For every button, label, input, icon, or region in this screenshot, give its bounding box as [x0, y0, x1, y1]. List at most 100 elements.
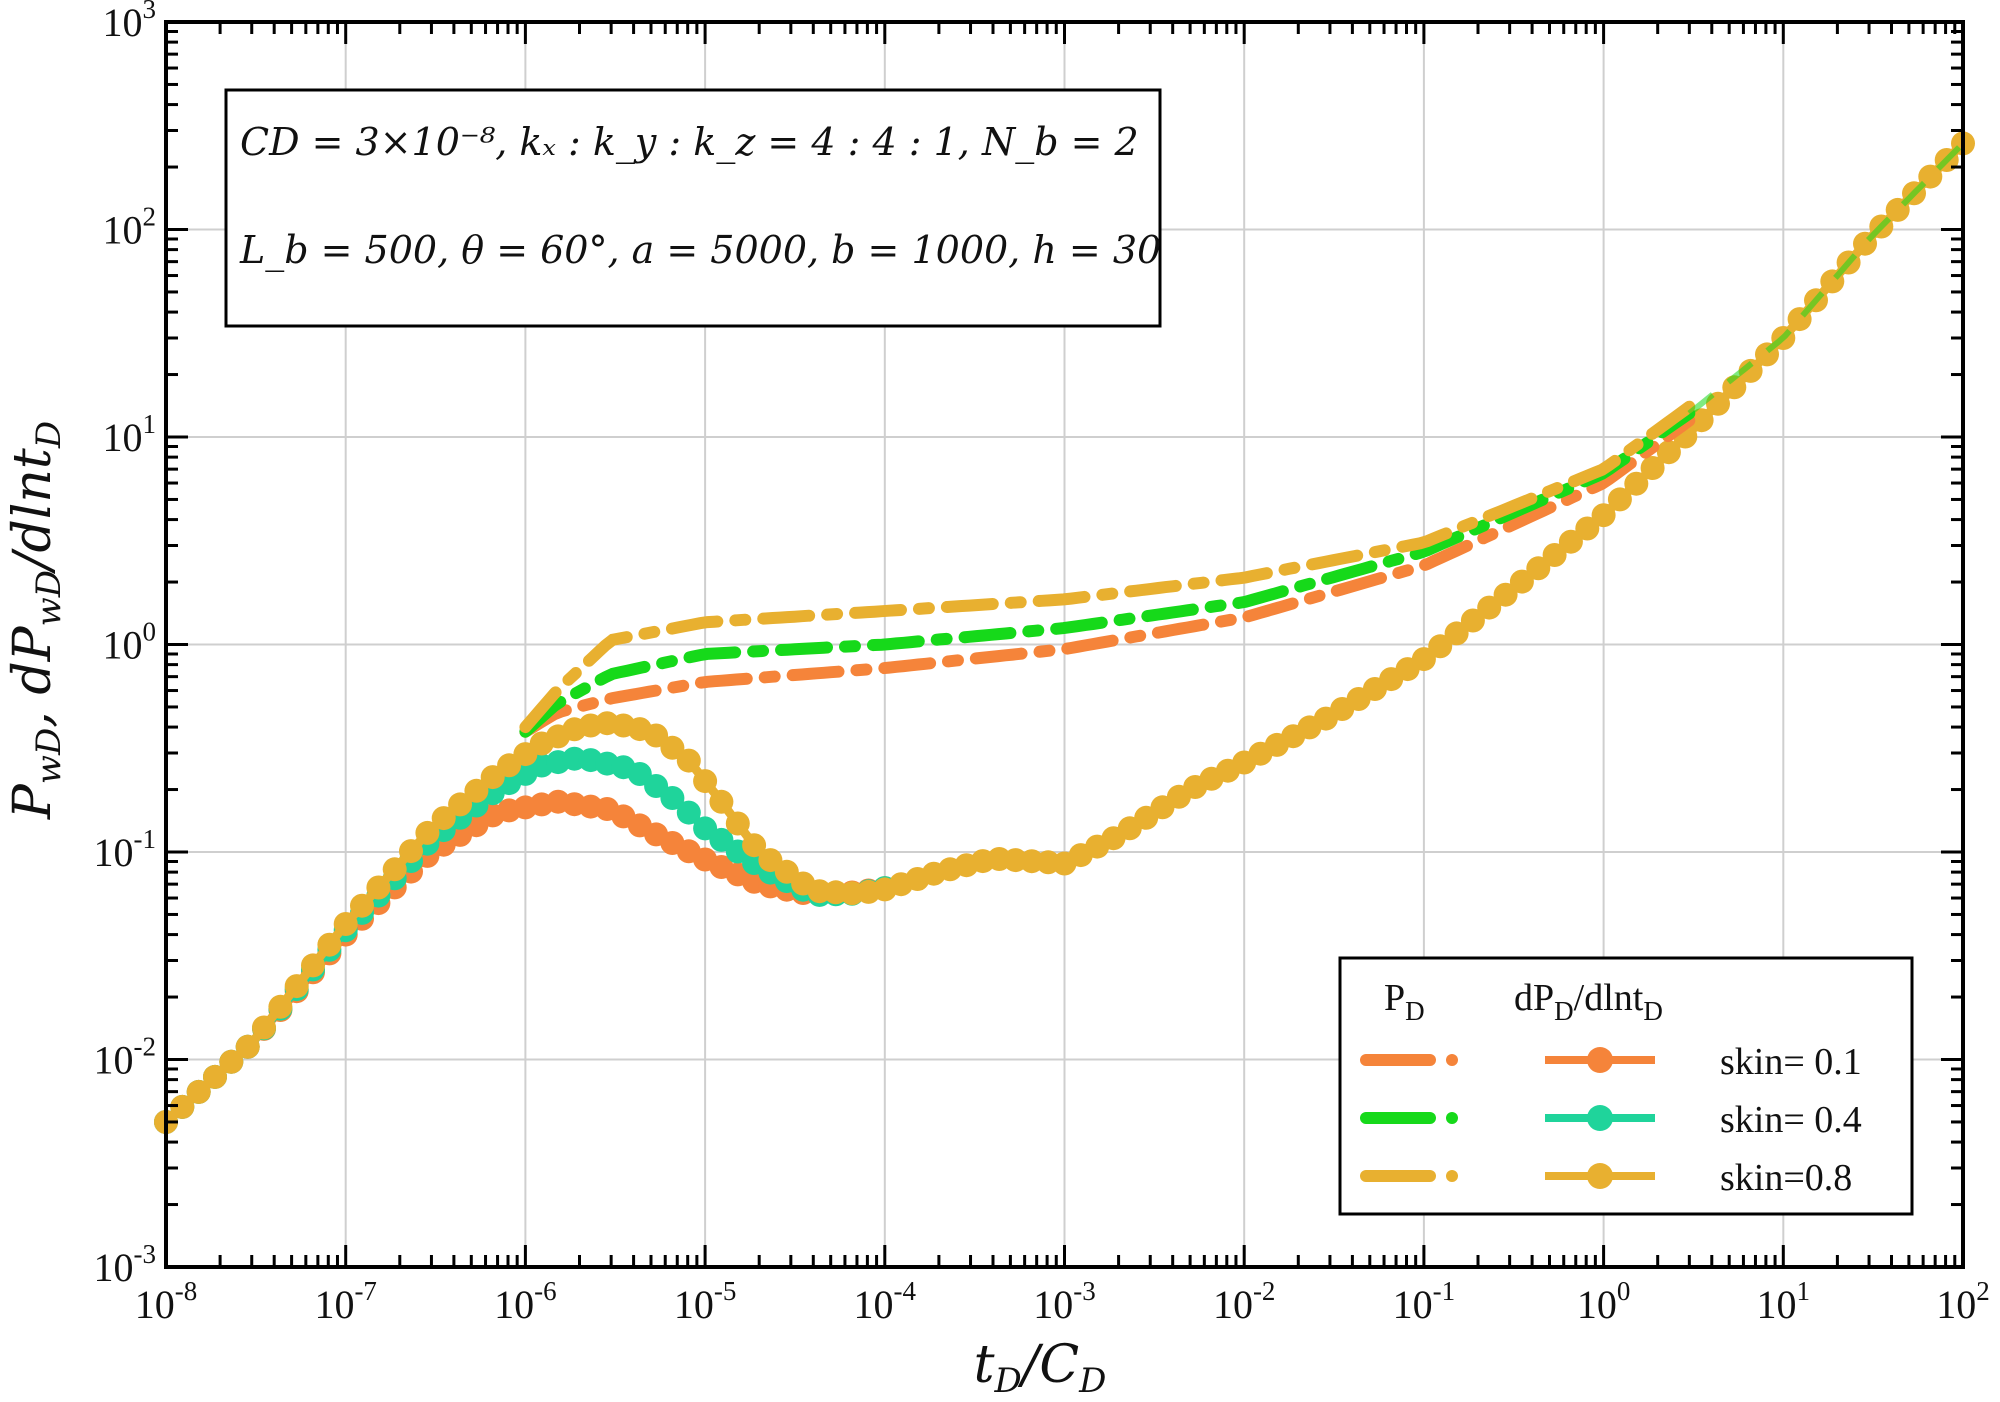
tick-base: 10	[94, 830, 134, 875]
derivative-marker	[1411, 647, 1436, 672]
tick-base: 10	[1577, 1282, 1617, 1327]
derivative-marker	[431, 806, 456, 831]
tick-base: 10	[103, 0, 143, 45]
legend-rows: skin= 0.1 skin= 0.4 skin=0.8	[1360, 1041, 1862, 1199]
derivative-marker	[382, 857, 407, 882]
derivative-marker	[660, 786, 685, 810]
tick-base: 10	[1033, 1282, 1073, 1327]
derivative-marker	[644, 723, 669, 748]
tick-base: 10	[494, 1282, 534, 1327]
tick-exponent: 2	[143, 202, 157, 232]
tick-base: 10	[1757, 1282, 1797, 1327]
derivative-marker	[693, 769, 718, 794]
derivative-marker	[1460, 608, 1485, 633]
tick-base: 10	[135, 1282, 175, 1327]
x-tick-label: 10-1	[1393, 1276, 1456, 1327]
derivative-marker	[252, 1015, 276, 1040]
derivative-marker	[1607, 487, 1632, 512]
derivative-marker	[1624, 471, 1649, 496]
legend-series-label: skin=0.8	[1720, 1157, 1852, 1199]
derivative-marker	[1526, 556, 1551, 581]
derivative-marker	[219, 1049, 244, 1074]
y-tick-label: 10-1	[94, 824, 157, 875]
derivative-marker	[268, 994, 293, 1019]
tick-exponent: -8	[175, 1276, 198, 1306]
derivative-marker	[1656, 440, 1681, 465]
legend-frame	[1338, 956, 1914, 1216]
derivative-marker	[317, 932, 342, 957]
x-tick-label: 10-8	[135, 1276, 198, 1327]
info-box-frame	[224, 88, 1162, 328]
derivative-marker	[170, 1094, 195, 1119]
legend-pd-dot	[1446, 1112, 1458, 1124]
y-tick-label: 101	[103, 409, 157, 460]
derivative-marker	[464, 778, 489, 803]
derivative-marker	[1640, 456, 1665, 480]
derivative-marker	[415, 820, 440, 845]
derivative-marker	[284, 974, 309, 999]
legend-derivative-marker	[1587, 1105, 1613, 1131]
pressure-line	[519, 400, 1696, 734]
derivative-marker	[1542, 543, 1567, 567]
legend-pd-dot	[1446, 1170, 1458, 1182]
derivative-marker	[1689, 408, 1714, 433]
derivative-marker	[1509, 569, 1534, 594]
info-box: CD = 3×10⁻⁸, kₓ : k_y : k_z = 4 : 4 : 1,…	[224, 88, 1162, 328]
derivative-marker	[742, 833, 767, 858]
x-tick-label: 10-4	[854, 1276, 917, 1327]
derivative-marker	[725, 811, 750, 836]
x-tick-labels: 10-8 10-7 10-6 10-5 10-4 10-3 10-2 10-1 100 101 10…	[135, 1276, 1990, 1327]
info-line-1: CD = 3×10⁻⁸, kₓ : k_y : k_z = 4 : 4 : 1,…	[240, 120, 1139, 165]
tick-base: 10	[94, 1038, 134, 1083]
tick-exponent: 1	[1797, 1276, 1811, 1306]
x-tick-label: 10-5	[674, 1276, 737, 1327]
tick-exponent: -2	[1253, 1276, 1276, 1306]
tick-exponent: -7	[354, 1276, 377, 1306]
tick-exponent: -3	[134, 1239, 157, 1269]
tick-exponent: 0	[143, 617, 157, 647]
plot-frame	[164, 20, 1965, 1269]
x-tick-label: 10-3	[1033, 1276, 1096, 1327]
derivative-marker	[1493, 582, 1518, 607]
derivative-marker	[1575, 516, 1600, 541]
legend-series-label: skin= 0.4	[1720, 1099, 1862, 1141]
y-tick-label: 10-2	[94, 1032, 157, 1083]
legend-series-label: skin= 0.1	[1720, 1041, 1862, 1083]
data-curves	[154, 131, 1975, 1134]
derivative-marker	[186, 1079, 211, 1104]
derivative-marker	[1428, 634, 1453, 659]
tick-exponent: -2	[134, 1032, 157, 1062]
derivative-marker	[676, 748, 701, 773]
tick-exponent: 3	[143, 0, 157, 24]
tick-base: 10	[1936, 1282, 1976, 1327]
derivative-marker	[1738, 358, 1763, 383]
tick-exponent: -6	[534, 1276, 557, 1306]
derivative-marker	[1477, 595, 1502, 620]
tick-base: 10	[854, 1282, 894, 1327]
tick-exponent: 1	[143, 409, 157, 439]
tick-base: 10	[94, 1245, 134, 1290]
tick-base: 10	[674, 1282, 714, 1327]
tick-base: 10	[314, 1282, 354, 1327]
y-tick-label: 102	[103, 202, 157, 253]
legend-derivative-marker	[1587, 1163, 1613, 1189]
derivative-marker	[366, 875, 391, 900]
tick-exponent: -1	[134, 824, 157, 854]
y-axis-title: PwD, dPwD/dlntD	[3, 421, 69, 820]
tick-base: 10	[1213, 1282, 1253, 1327]
derivative-marker	[203, 1064, 227, 1089]
tick-exponent: 2	[1976, 1276, 1990, 1306]
tick-base: 10	[1393, 1282, 1433, 1327]
tick-exponent: 0	[1617, 1276, 1631, 1306]
derivative-marker	[399, 839, 423, 864]
x-axis-title: tD/CD	[974, 1335, 1107, 1401]
y-tick-label: 103	[103, 0, 157, 45]
derivative-marker	[1558, 529, 1583, 554]
x-tick-label: 102	[1936, 1276, 1990, 1327]
derivative-marker	[235, 1034, 260, 1059]
derivative-marker	[448, 792, 473, 817]
tick-exponent: -3	[1073, 1276, 1096, 1306]
tick-base: 10	[103, 415, 143, 460]
info-line-2: L_b = 500, θ = 60°, a = 5000, b = 1000, …	[239, 228, 1161, 273]
tick-exponent: -1	[1433, 1276, 1456, 1306]
